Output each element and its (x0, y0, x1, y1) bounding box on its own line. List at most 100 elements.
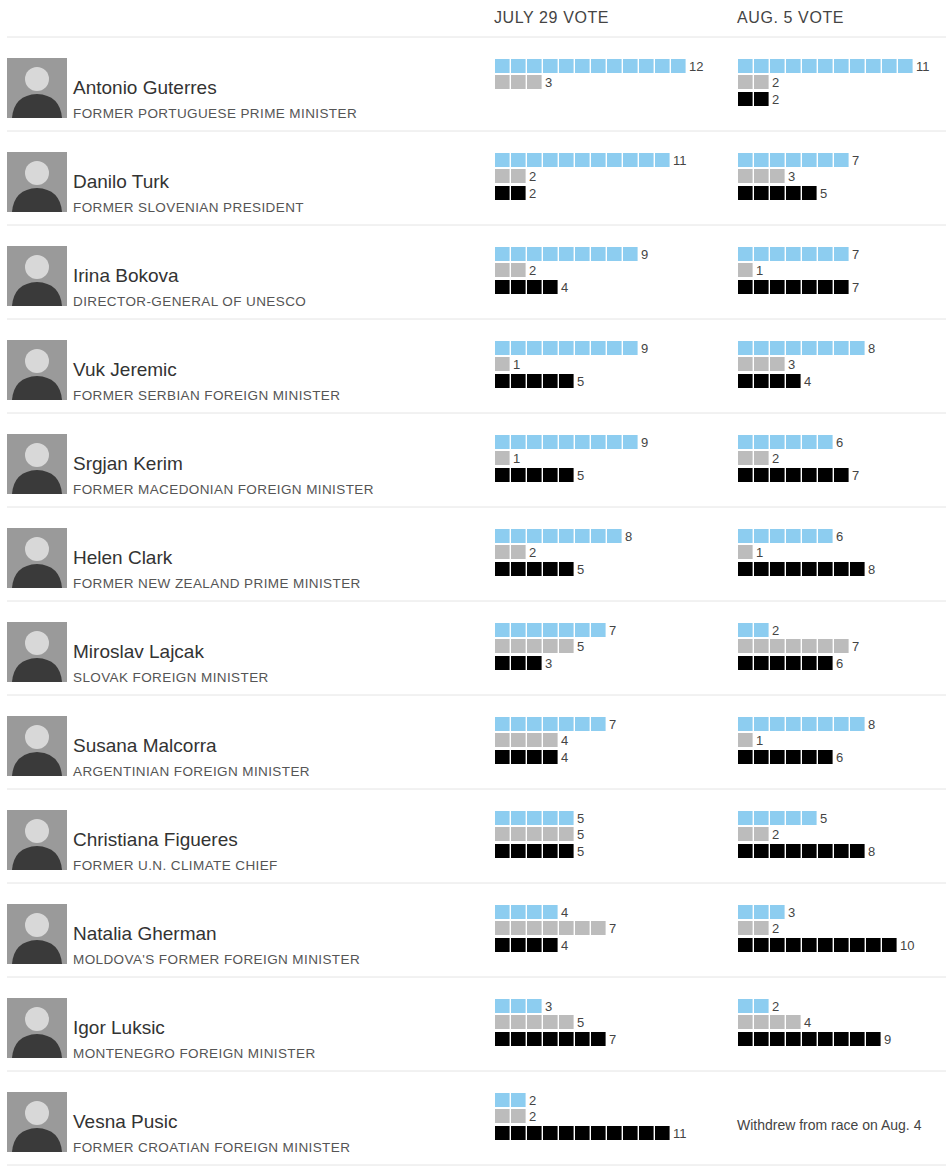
vote-unit (834, 247, 849, 261)
vote-unit (754, 999, 769, 1013)
vote-unit (770, 639, 785, 653)
vote-unit (754, 905, 769, 919)
data-label: 5 (577, 1015, 584, 1030)
row-divider (7, 319, 946, 320)
vote-bar (738, 341, 865, 355)
candidate-row: Igor LuksicMONTENEGRO FOREIGN MINISTER35… (7, 998, 891, 1061)
vote-unit (527, 827, 542, 841)
photo-ground (7, 716, 67, 776)
vote-unit (511, 374, 526, 388)
photo-shoulders (12, 752, 62, 776)
vote-unit (786, 280, 801, 294)
vote-unit (559, 921, 574, 935)
vote-unit (786, 341, 801, 355)
vote-unit (511, 1015, 526, 1029)
photo-head (25, 725, 49, 749)
data-label: 8 (868, 717, 875, 732)
vote-unit (559, 153, 574, 167)
vote-unit (495, 153, 510, 167)
vote-bar (495, 75, 542, 89)
vote-unit (770, 169, 785, 183)
vote-unit (543, 435, 558, 449)
vote-unit (738, 639, 753, 653)
vote-unit (818, 750, 833, 764)
vote-unit (850, 717, 865, 731)
vote-unit (786, 656, 801, 670)
vote-unit (770, 468, 785, 482)
vote-unit (738, 905, 753, 919)
vote-unit (495, 545, 510, 559)
vote-unit (738, 247, 753, 261)
vote-unit (511, 1126, 526, 1140)
vote-unit (786, 435, 801, 449)
vote-unit (495, 938, 510, 952)
vote-bar (495, 357, 510, 371)
vote-bar (738, 247, 849, 261)
photo-ground (7, 434, 67, 494)
vote-bar (495, 750, 558, 764)
photo-ground (7, 58, 67, 118)
vote-unit (850, 844, 865, 858)
vote-unit (607, 153, 622, 167)
vote-unit (802, 435, 817, 449)
vote-unit (559, 562, 574, 576)
vote-unit (802, 562, 817, 576)
vote-unit (834, 59, 849, 73)
vote-unit (834, 844, 849, 858)
vote-unit (738, 529, 753, 543)
vote-unit (770, 529, 785, 543)
data-label: 7 (852, 153, 859, 168)
vote-bar (738, 921, 769, 935)
vote-unit (543, 153, 558, 167)
vote-bar (738, 750, 833, 764)
vote-unit (786, 1032, 801, 1046)
photo (7, 152, 67, 212)
vote-unit (495, 1109, 510, 1123)
data-label: 2 (529, 169, 536, 184)
data-label: 9 (884, 1032, 891, 1047)
photo-head (25, 913, 49, 937)
vote-unit (738, 263, 753, 277)
data-label: 2 (529, 186, 536, 201)
vote-unit (866, 938, 881, 952)
vote-unit (754, 921, 769, 935)
photo-shoulders (12, 282, 62, 306)
vote-unit (754, 59, 769, 73)
vote-unit (754, 341, 769, 355)
data-label: 7 (609, 717, 616, 732)
vote-unit (543, 562, 558, 576)
data-label: 7 (609, 1032, 616, 1047)
vote-unit (495, 280, 510, 294)
vote-bar (495, 280, 558, 294)
vote-unit (607, 247, 622, 261)
vote-unit (527, 938, 542, 952)
row-divider (7, 1165, 946, 1166)
vote-unit (754, 357, 769, 371)
vote-unit (511, 938, 526, 952)
vote-unit (834, 280, 849, 294)
vote-bar (495, 169, 526, 183)
vote-unit (754, 75, 769, 89)
vote-unit (754, 435, 769, 449)
photo (7, 810, 67, 870)
vote-bar (738, 92, 769, 106)
vote-unit (738, 717, 753, 731)
vote-unit (738, 59, 753, 73)
row-divider (7, 601, 946, 602)
data-label: 5 (577, 844, 584, 859)
vote-unit (527, 562, 542, 576)
vote-bar (495, 1126, 670, 1140)
vote-unit (850, 341, 865, 355)
vote-unit (511, 153, 526, 167)
vote-unit (802, 750, 817, 764)
candidate-row: Helen ClarkFORMER NEW ZEALAND PRIME MINI… (7, 528, 875, 591)
vote-unit (511, 280, 526, 294)
data-label: 11 (673, 153, 687, 168)
vote-unit (559, 717, 574, 731)
vote-bar (495, 938, 558, 952)
candidate-row: Vuk JeremicFORMER SERBIAN FOREIGN MINIST… (7, 340, 875, 403)
data-label: 4 (561, 750, 568, 765)
vote-bar (738, 562, 865, 576)
vote-unit (754, 750, 769, 764)
vote-bar (738, 153, 849, 167)
